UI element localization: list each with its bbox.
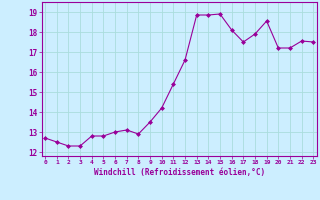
X-axis label: Windchill (Refroidissement éolien,°C): Windchill (Refroidissement éolien,°C) <box>94 168 265 177</box>
